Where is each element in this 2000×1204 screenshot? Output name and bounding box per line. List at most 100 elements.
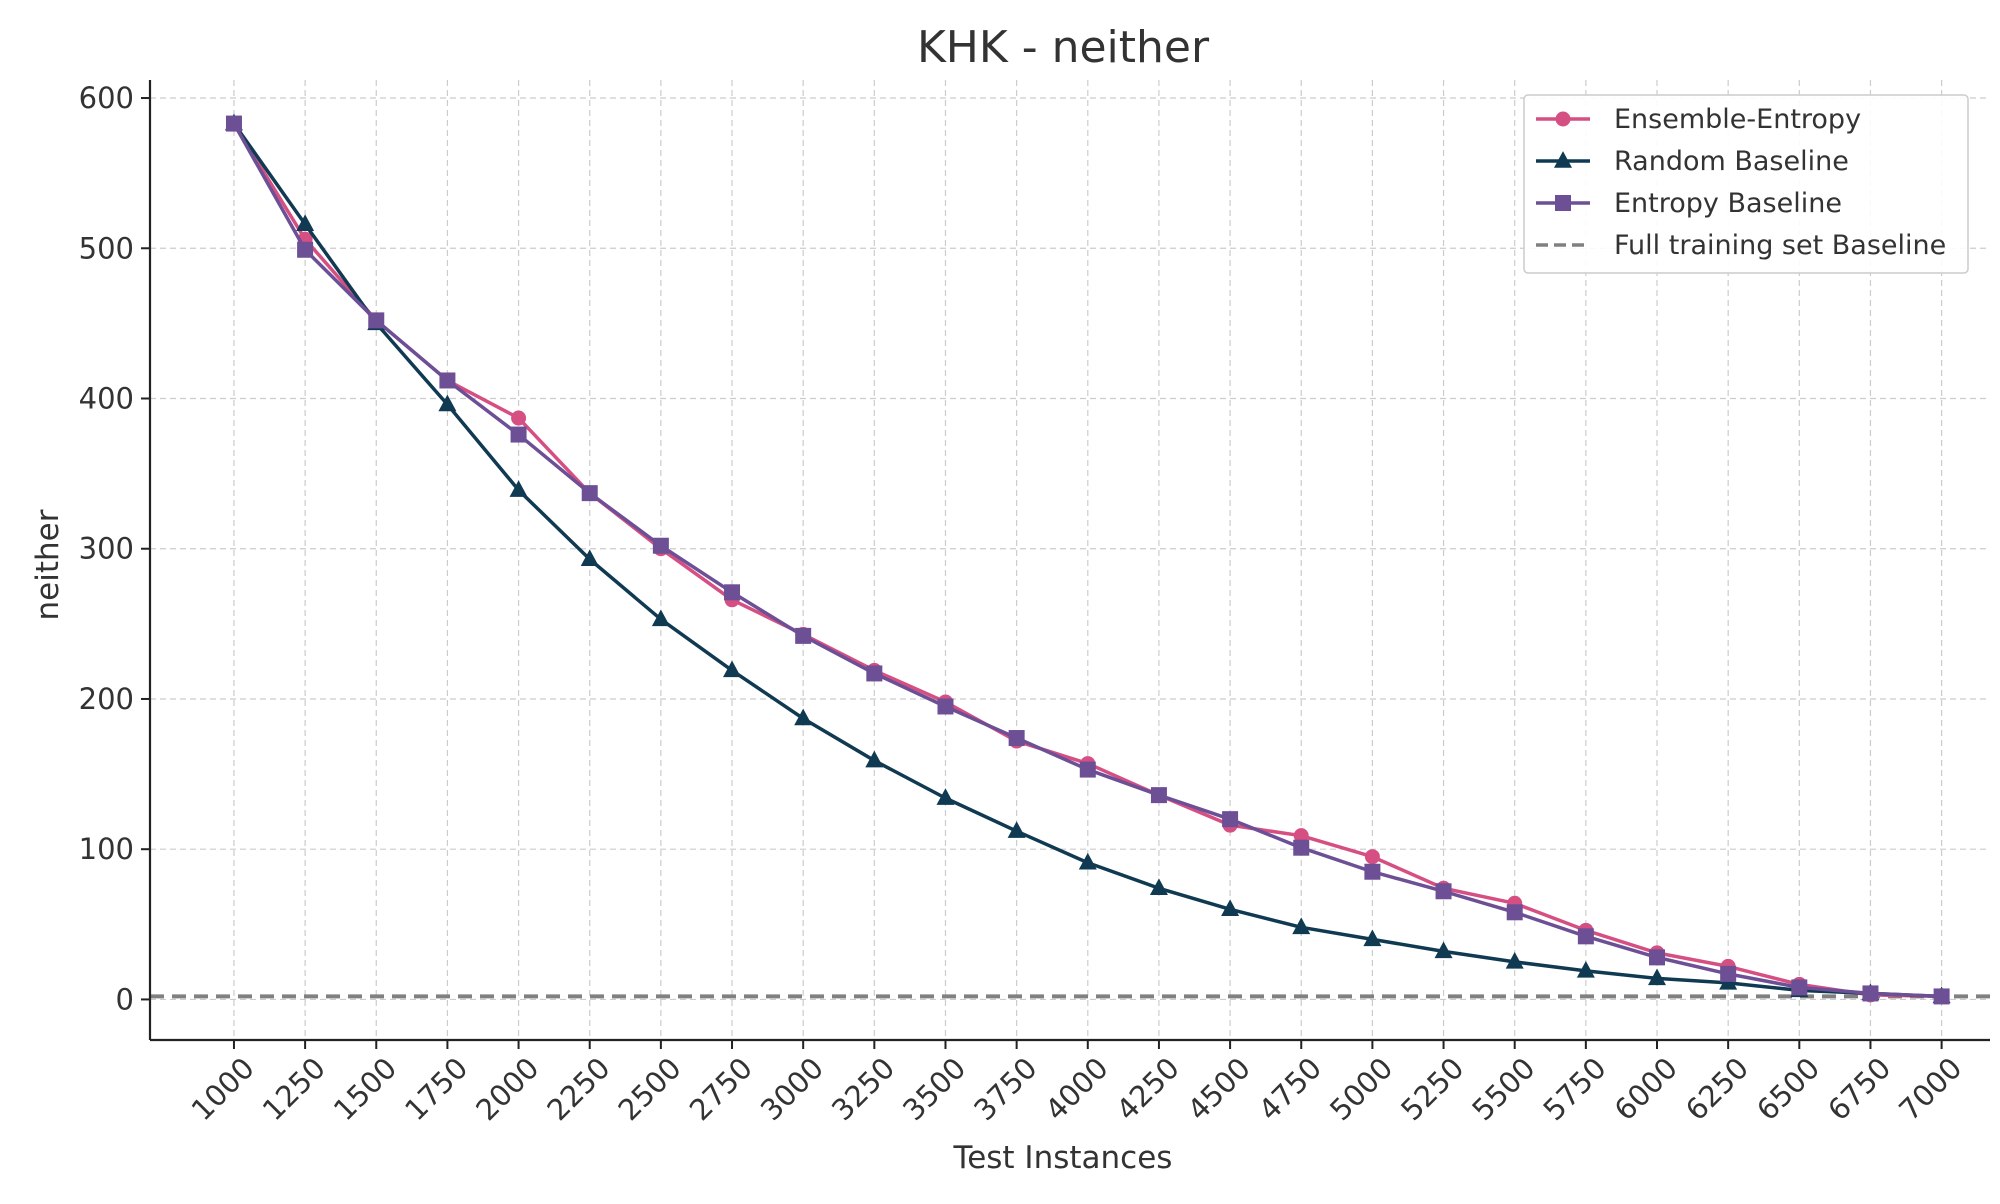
- entropy-baseline-point: [1008, 730, 1025, 747]
- legend-label: Full training set Baseline: [1614, 230, 1946, 261]
- random-baseline-point: [580, 549, 599, 566]
- entropy-baseline-point: [1506, 904, 1523, 921]
- series-random-baseline: [224, 113, 1951, 1004]
- y-tick-label: 0: [116, 982, 134, 1016]
- legend-swatch-marker: [1554, 151, 1572, 168]
- entropy-baseline-point: [1933, 988, 1950, 1005]
- entropy-baseline-point: [1222, 811, 1239, 828]
- random-baseline-point: [438, 394, 457, 412]
- random-baseline-point: [794, 708, 813, 726]
- x-tick-label: 1000: [185, 1051, 261, 1127]
- entropy-baseline-point: [937, 698, 954, 715]
- x-tick-label: 3750: [967, 1051, 1043, 1127]
- legend-item-ensemble-entropy: Ensemble-Entropy: [1536, 104, 1861, 135]
- chart-title: KHK - neither: [917, 22, 1210, 73]
- x-tick-label: 6000: [1608, 1051, 1684, 1127]
- entropy-baseline-point: [297, 241, 314, 258]
- x-tick-label: 1500: [327, 1051, 403, 1127]
- entropy-baseline-point: [652, 537, 669, 554]
- entropy-baseline-point: [795, 627, 812, 644]
- series-entropy-baseline: [225, 115, 1950, 1005]
- entropy-baseline-point: [1435, 883, 1452, 900]
- random-baseline-point: [1648, 968, 1667, 986]
- x-tick-label: 6500: [1750, 1051, 1826, 1127]
- x-tick-label: 3000: [754, 1051, 830, 1127]
- x-tick-label: 6250: [1679, 1051, 1755, 1127]
- legend: Ensemble-Entropy Random Baseline Entropy B…: [1523, 94, 1969, 274]
- entropy-baseline-point: [1791, 979, 1808, 996]
- legend-item-entropy-baseline: Entropy Baseline: [1536, 188, 1842, 219]
- x-tick-label: 2500: [612, 1051, 688, 1127]
- ensemble-entropy-point: [511, 410, 527, 426]
- entropy-baseline-point: [866, 665, 883, 682]
- y-tick-label: 100: [79, 832, 134, 866]
- x-axis-label: Test Instances: [953, 1140, 1173, 1176]
- entropy-baseline-point: [510, 426, 527, 443]
- entropy-baseline-point: [581, 485, 598, 502]
- x-tick-label: 4500: [1181, 1051, 1257, 1127]
- x-tick-label: 3250: [825, 1051, 901, 1127]
- x-tick-label: 3500: [896, 1051, 972, 1127]
- random-baseline-point: [509, 480, 528, 497]
- x-tick-label: 1250: [256, 1051, 332, 1127]
- entropy-baseline-point: [1293, 839, 1310, 856]
- entropy-baseline-point: [225, 115, 242, 132]
- x-tick-label: 6750: [1821, 1051, 1897, 1127]
- random-baseline-point: [865, 750, 884, 768]
- random-baseline-point: [1505, 951, 1524, 969]
- x-tick-label: 4750: [1252, 1051, 1328, 1127]
- entropy-baseline-point: [1649, 949, 1666, 966]
- entropy-baseline-point: [1079, 761, 1096, 778]
- y-tick-label: 500: [79, 231, 134, 265]
- series-layer: [224, 113, 1951, 1005]
- entropy-baseline-point: [1862, 985, 1879, 1002]
- legend-item-full-training-set-baseline: Full training set Baseline: [1536, 230, 1946, 261]
- legend-box: [1523, 94, 1969, 274]
- x-tick-label: 5750: [1537, 1051, 1613, 1127]
- x-tick-label: 7000: [1892, 1051, 1968, 1127]
- entropy-baseline-point: [1364, 863, 1381, 880]
- random-baseline-point: [651, 609, 670, 627]
- random-baseline-point: [1007, 821, 1026, 838]
- x-tick-label: 4250: [1110, 1051, 1186, 1127]
- legend-label: Ensemble-Entropy: [1614, 104, 1861, 135]
- entropy-baseline-point: [439, 372, 456, 389]
- random-baseline-point: [1434, 941, 1453, 959]
- entropy-baseline-point: [368, 312, 385, 329]
- random-baseline-point: [1292, 917, 1311, 935]
- x-tick-label: 4000: [1039, 1051, 1115, 1127]
- random-baseline-point: [723, 660, 742, 678]
- x-tick-label: 5250: [1394, 1051, 1470, 1127]
- x-tick-label: 2750: [683, 1051, 759, 1127]
- random-baseline-point: [1221, 899, 1240, 917]
- y-tick-label: 400: [79, 381, 134, 415]
- random-baseline-point: [1149, 878, 1168, 896]
- x-tick-label: 1750: [398, 1051, 474, 1127]
- y-tick-label: 300: [79, 532, 134, 566]
- random-baseline-point: [1078, 852, 1097, 870]
- legend-item-random-baseline: Random Baseline: [1536, 146, 1849, 177]
- legend-label: Entropy Baseline: [1614, 188, 1842, 219]
- axes: [148, 80, 1990, 1042]
- x-tick-label: 5500: [1465, 1051, 1541, 1127]
- entropy-baseline-point: [1720, 965, 1737, 982]
- random-baseline-point: [1363, 929, 1382, 947]
- entropy-baseline-point: [724, 584, 741, 601]
- x-tick-label: 2000: [469, 1051, 545, 1127]
- legend-swatch-marker: [1555, 111, 1571, 127]
- entropy-baseline-point: [1150, 787, 1167, 804]
- legend-label: Random Baseline: [1614, 146, 1849, 177]
- y-axis-label: neither: [30, 509, 66, 620]
- x-tick-label: 2250: [540, 1051, 616, 1127]
- random-baseline-point: [296, 214, 315, 231]
- y-tick-label: 600: [79, 81, 134, 115]
- legend-swatch-marker: [1555, 195, 1571, 211]
- ensemble-entropy-point: [1293, 828, 1309, 844]
- random-baseline-point: [1576, 960, 1595, 978]
- x-tick-label: 5000: [1323, 1051, 1399, 1127]
- ensemble-entropy-point: [1364, 849, 1380, 865]
- random-baseline-point: [936, 788, 955, 805]
- entropy-baseline-point: [1577, 928, 1594, 945]
